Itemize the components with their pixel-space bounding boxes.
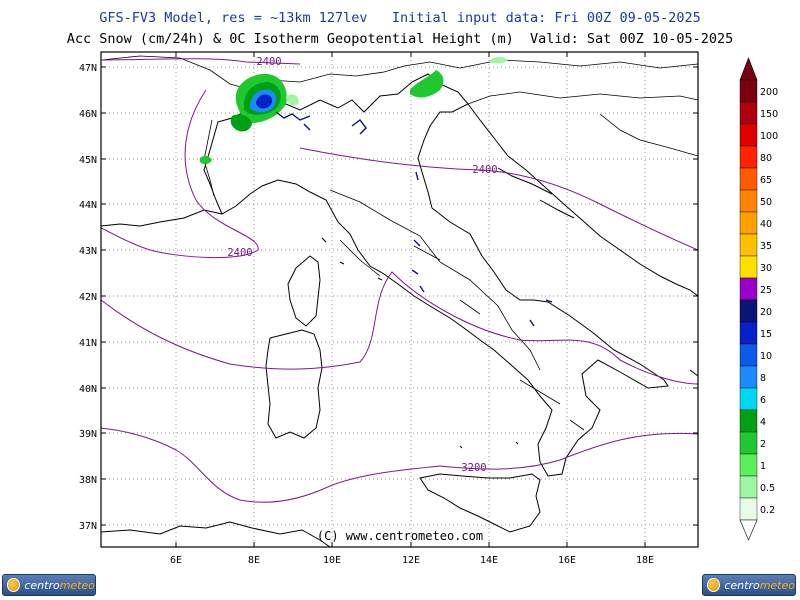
sun-icon [7, 578, 21, 592]
legend-label: 6 [760, 395, 766, 406]
legend-swatch [739, 365, 758, 389]
legend-label: 4 [760, 417, 766, 428]
legend-label: 50 [760, 197, 772, 208]
lat-lon-grid [101, 52, 698, 547]
axis-ticks: 47N 46N 45N 44N 43N 42N 41N 40N 39N 38N 37N 6E 8E 10E… [79, 52, 698, 566]
legend-label: 20 [760, 307, 772, 318]
lat-label: 40N [79, 384, 97, 395]
legend-label: 15 [760, 329, 772, 340]
legend-label: 25 [760, 285, 772, 296]
field-title: Acc Snow (cm/24h) & 0C Isotherm Geopoten… [66, 31, 734, 47]
legend-swatch [739, 145, 758, 169]
legend-swatch [739, 79, 758, 103]
legend-label: 0.5 [760, 483, 775, 494]
legend-label: 2 [760, 439, 766, 450]
lakes [275, 111, 553, 327]
lat-label: 37N [79, 521, 97, 532]
legend-swatch [739, 431, 758, 455]
coastlines [101, 73, 698, 547]
lon-label: 6E [170, 555, 182, 566]
legend-label: 80 [760, 153, 772, 164]
legend-label: 10 [760, 351, 772, 362]
lat-label: 38N [79, 475, 97, 486]
legend-label: 35 [760, 241, 772, 252]
legend-swatch [739, 123, 758, 147]
legend-label: 100 [760, 131, 778, 142]
legend-swatch [739, 189, 758, 213]
lat-label: 44N [79, 200, 97, 211]
legend-label: 0.2 [760, 505, 775, 516]
legend-swatch [739, 321, 758, 345]
lon-label: 16E [558, 555, 576, 566]
legend-label: 30 [760, 263, 772, 274]
legend-label: 40 [760, 219, 772, 230]
contour-label: 2400 [256, 56, 281, 68]
lat-label: 46N [79, 109, 97, 120]
legend-label: 65 [760, 175, 772, 186]
borders [101, 55, 698, 431]
legend-swatch [739, 453, 758, 477]
legend-label: 200 [760, 87, 778, 98]
lon-label: 12E [402, 555, 420, 566]
centrometeo-logo-right[interactable]: centrometeo [702, 574, 796, 596]
lat-label: 42N [79, 292, 97, 303]
logo-text: centrometeo [724, 578, 795, 592]
centrometeo-logo-left[interactable]: centrometeo [2, 574, 96, 596]
legend-swatch [739, 299, 758, 323]
lon-label: 8E [248, 555, 260, 566]
legend-label: 1 [760, 461, 766, 472]
lat-label: 39N [79, 429, 97, 440]
lon-label: 10E [323, 555, 341, 566]
legend-swatch [739, 409, 758, 433]
logo-text: centrometeo [24, 578, 95, 592]
snow-legend: 200 150 100 80 65 50 40 35 30 25 20 15 10 8 6 4 2 1 0.5 0.2 [739, 57, 778, 541]
legend-arrow-bottom [739, 519, 758, 541]
sun-icon [707, 578, 721, 592]
lat-label: 41N [79, 338, 97, 349]
legend-swatch [739, 167, 758, 191]
model-title: GFS-FV3 Model, res = ~13km 127lev Initia… [99, 10, 701, 26]
legend-arrow-top [739, 57, 758, 81]
legend-label: 8 [760, 373, 766, 384]
map-frame [100, 51, 699, 548]
legend-swatch [739, 277, 758, 301]
legend-swatch [739, 101, 758, 125]
legend-swatch [739, 387, 758, 411]
legend-swatch [739, 343, 758, 367]
lat-label: 43N [79, 246, 97, 257]
legend-swatch [739, 233, 758, 257]
legend-swatch [739, 211, 758, 235]
contour-label: 2400 [227, 247, 252, 259]
snow-patches [200, 57, 508, 165]
lat-label: 45N [79, 155, 97, 166]
legend-swatch [739, 475, 758, 499]
lon-label: 18E [636, 555, 654, 566]
legend-label: 150 [760, 109, 778, 120]
lat-label: 47N [79, 63, 97, 74]
lon-label: 14E [480, 555, 498, 566]
isotherm-contours [101, 58, 698, 503]
copyright-text: (C) www.centrometeo.com [317, 529, 483, 543]
contour-label: 2400 [472, 164, 497, 176]
legend-swatch [739, 255, 758, 279]
legend-swatch [739, 497, 758, 521]
contour-label: 3200 [461, 462, 486, 474]
